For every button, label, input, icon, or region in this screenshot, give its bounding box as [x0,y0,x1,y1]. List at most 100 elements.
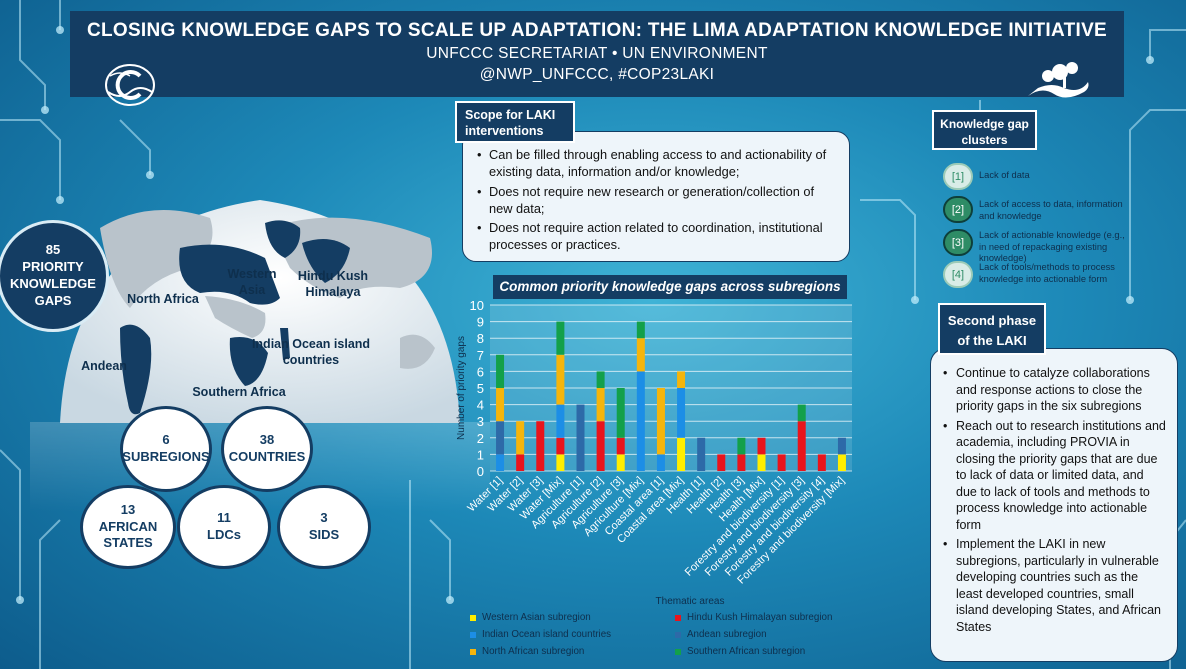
y-tick-label: 2 [477,431,484,446]
ldcs-value: 11 [217,510,231,526]
legend-item: Hindu Kush Himalayan subregion [675,612,832,623]
phase-box: Continue to catalyze collaborations and … [930,348,1178,662]
bar-segment [656,388,665,455]
bar-segment [616,454,625,471]
subregions-value: 6 [162,432,170,448]
scope-box: Can be filled through enabling access to… [462,131,850,262]
bar-segment [576,404,585,471]
y-tick-label: 9 [477,315,484,330]
bar-segment [636,338,645,372]
legend-item: Southern African subregion [675,646,805,657]
andean-region [120,324,152,415]
bar-segment [596,421,605,471]
bar-segment [677,437,686,471]
y-tick-label: 6 [477,364,484,379]
x-axis-label: Thematic areas [656,596,725,607]
legend-item: Andean subregion [675,629,767,640]
y-tick-label: 8 [477,331,484,346]
legend-swatch [470,631,476,638]
y-tick-label: 5 [477,381,484,396]
cluster-badge: [2] [943,196,973,223]
phase-title: Second phase of the LAKI [938,303,1046,355]
scope-bullet: Can be filled through enabling access to… [477,146,835,181]
scope-bullet: Does not require action related to coord… [477,219,835,254]
bar-segment [596,388,605,422]
page-title: CLOSING KNOWLEDGE GAPS TO SCALE UP ADAPT… [86,20,1108,41]
cluster-badge: [3] [943,229,973,256]
y-tick-label: 7 [477,348,484,363]
cluster-badge: [1] [943,163,973,190]
ldcs-label: LDCs [207,527,241,542]
region-label-andean: Andean [81,359,127,373]
bar-segment [556,404,565,438]
cluster-text: Lack of tools/methods to process knowled… [979,262,1115,284]
bar-segment [797,421,806,471]
cluster-item: [2] Lack of access to data, information … [943,196,1129,223]
y-tick-label: 1 [477,447,484,462]
bar-segment [516,454,525,471]
sids-badge: 3 SIDS [277,485,371,569]
hashtags: @NWP_UNFCCC, #COP23LAKI [479,66,715,83]
countries-label: COUNTRIES [228,449,306,464]
legend-label: Indian Ocean island countries [482,629,612,640]
bar-segment [596,371,605,388]
african-states-value: 13 [120,501,136,517]
page-subtitle: UNFCCC SECRETARIAT • UN ENVIRONMENT [426,45,768,62]
bar-segment [797,404,806,422]
countries-value: 38 [259,432,275,448]
bar-segment [616,388,625,438]
bar-segment [837,454,846,471]
bar-segment [757,437,766,455]
cluster-text: Lack of access to data, information and … [979,199,1123,221]
clusters-title: Knowledge gap clusters [932,110,1037,150]
scope-title: Scope for LAKI interventions [455,101,575,143]
legend-item: North African subregion [470,646,584,657]
southern-africa-region [229,337,268,386]
region-label-indian-ocean: Indian Ocean island countries [251,337,371,367]
bar-segment [636,371,645,471]
region-label-southern-africa: Southern Africa [192,385,286,399]
cluster-item: [4] Lack of tools/methods to process kno… [943,261,1129,288]
region-label-western-asia: Western Asia [227,267,277,297]
subregions-badge: 6 SUBREGIONS [120,406,212,492]
legend-label: North African subregion [482,646,585,657]
cluster-badge: [4] [943,261,973,288]
priority-gaps-badge: 85 PRIORITY KNOWLEDGE GAPS [0,220,109,332]
region-label-hindu-kush: Hindu Kush Himalaya [297,269,369,299]
bar-segment [817,454,826,471]
legend-swatch [675,631,681,638]
legend-label: Southern African subregion [687,646,806,657]
cluster-item: [1] Lack of data [943,163,1129,190]
region-label-north-africa: North Africa [127,292,199,306]
bar-segment [677,388,686,438]
bar-segment [636,321,645,339]
bar-segment [496,454,505,471]
y-tick-label: 10 [470,298,484,313]
legend-swatch [470,648,476,655]
african-states-badge: 13 AFRICAN STATES [80,485,176,569]
bar-segment [496,354,505,388]
phase-bullet: Reach out to research institutions and a… [943,418,1167,534]
scope-bullet: Does not require new research or generat… [477,183,835,218]
chart-title: Common priority knowledge gaps across su… [493,275,847,299]
legend-item: Indian Ocean island countries [470,629,611,640]
western-asia-region [265,220,301,258]
phase-bullet: Implement the LAKI in new subregions, pa… [943,536,1167,635]
bar-segment [837,437,846,455]
bar-segment [677,371,686,388]
legend-item: Western Asian subregion [470,612,591,623]
sids-value: 3 [320,510,328,526]
cluster-item: [3] Lack of actionable knowledge (e.g., … [943,229,1129,265]
bar-segment [656,454,665,471]
legend-label: Andean subregion [687,629,767,640]
legend-label: Western Asian subregion [482,612,591,623]
african-states-label: AFRICAN STATES [98,518,158,551]
bar-segment [616,437,625,455]
bar-segment [556,437,565,455]
countries-badge: 38 COUNTRIES [221,406,313,492]
ldcs-badge: 11 LDCs [177,485,271,569]
priority-gaps-label: PRIORITY KNOWLEDGE GAPS [10,259,96,308]
y-axis-label: Number of priority gaps [456,336,467,440]
legend-label: Hindu Kush Himalayan subregion [687,612,833,623]
